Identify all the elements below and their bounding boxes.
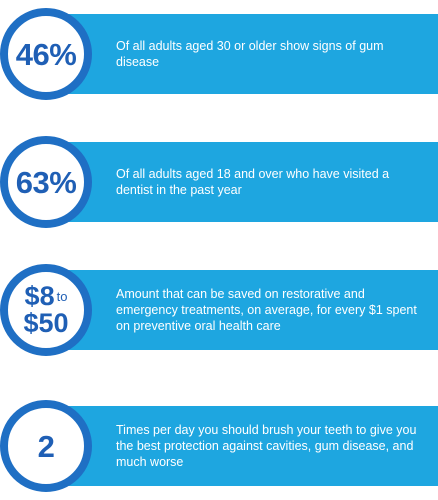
stat-bar: Times per day you should brush your teet…	[40, 406, 438, 486]
stat-value-low: $8	[24, 281, 55, 311]
stat-row-3: Amount that can be saved on restorative …	[0, 262, 438, 362]
stat-value-to: to	[56, 289, 68, 304]
stat-value: 46%	[15, 36, 77, 72]
stat-circle: 2	[0, 400, 92, 492]
stat-description: Of all adults aged 30 or older show sign…	[116, 39, 384, 69]
stat-value-high: $50	[23, 308, 69, 338]
stat-value-range: $8 to $50	[23, 283, 68, 337]
stat-description: Of all adults aged 18 and over who have …	[116, 167, 390, 197]
stat-row-2: Of all adults aged 18 and over who have …	[0, 134, 438, 234]
stat-description: Amount that can be saved on restorative …	[116, 287, 417, 333]
stat-circle: 46%	[0, 8, 92, 100]
stat-bar: Of all adults aged 30 or older show sign…	[40, 14, 438, 94]
stat-description: Times per day you should brush your teet…	[116, 423, 417, 469]
stat-value: 2	[37, 428, 55, 464]
stat-row-4: Times per day you should brush your teet…	[0, 398, 438, 498]
stat-circle: $8 to $50	[0, 264, 92, 356]
stat-row-1: Of all adults aged 30 or older show sign…	[0, 6, 438, 106]
stat-bar: Of all adults aged 18 and over who have …	[40, 142, 438, 222]
stat-value: 63%	[15, 164, 77, 200]
stat-bar: Amount that can be saved on restorative …	[40, 270, 438, 350]
stat-circle: 63%	[0, 136, 92, 228]
